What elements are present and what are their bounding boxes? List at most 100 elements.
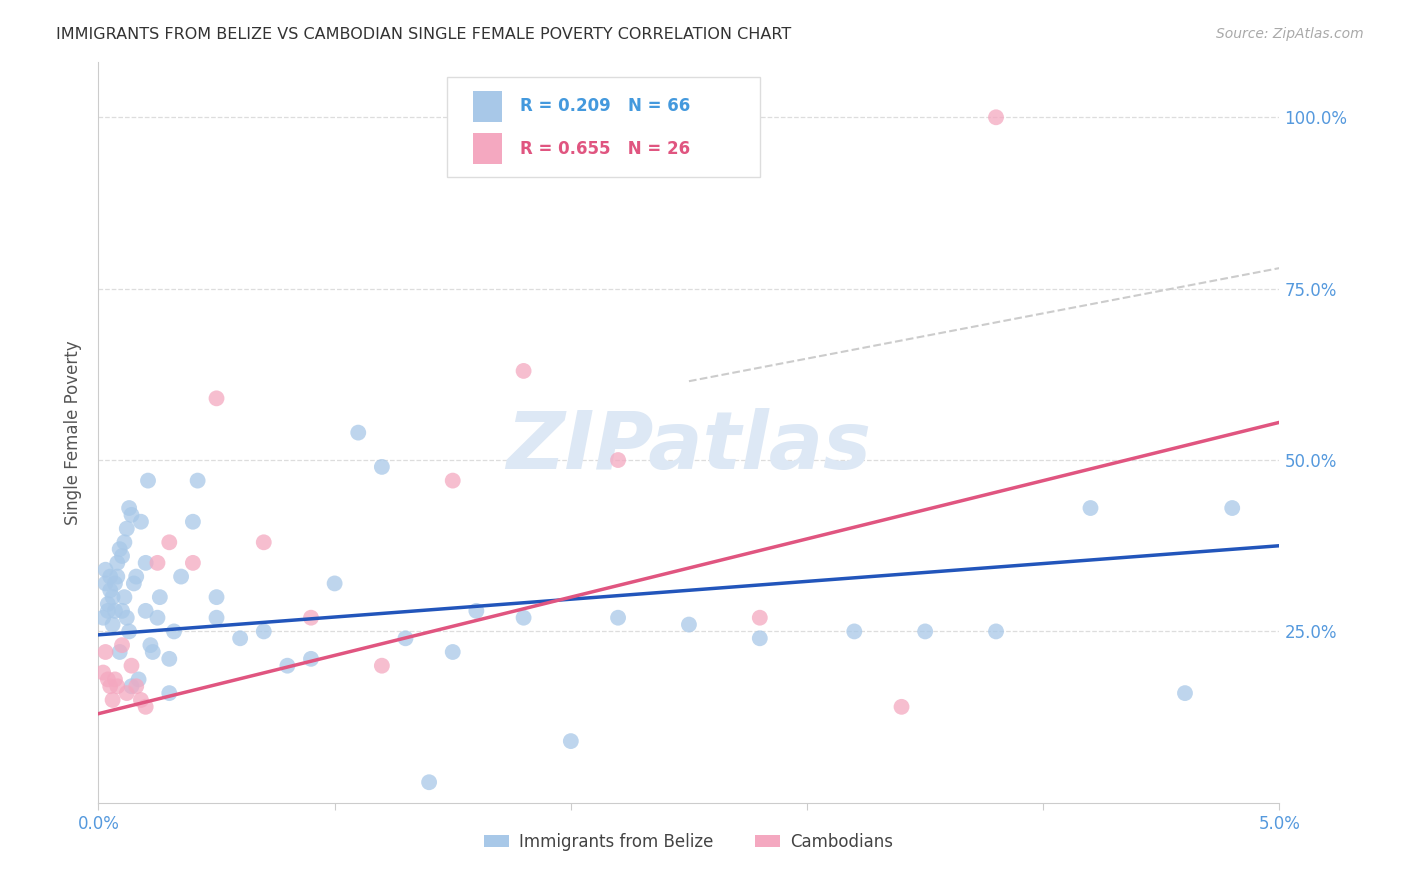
- Point: [205, 610, 228, 624]
- Point: [347, 425, 370, 440]
- Point: [128, 673, 150, 687]
- Text: R = 0.209   N = 66: R = 0.209 N = 66: [520, 97, 690, 115]
- Point: [205, 392, 228, 406]
- Point: [94, 576, 117, 591]
- Point: [108, 542, 131, 557]
- Point: [181, 556, 204, 570]
- Point: [1080, 501, 1102, 516]
- Point: [253, 624, 276, 639]
- Point: [157, 535, 180, 549]
- Point: [1174, 686, 1197, 700]
- Point: [104, 673, 127, 687]
- Point: [136, 474, 159, 488]
- Point: [157, 652, 180, 666]
- Point: [105, 679, 128, 693]
- Point: [170, 569, 193, 583]
- Point: [115, 610, 138, 624]
- Point: [121, 679, 143, 693]
- Point: [323, 576, 346, 591]
- Point: [371, 459, 394, 474]
- Point: [129, 693, 152, 707]
- Point: [111, 604, 134, 618]
- Point: [914, 624, 936, 639]
- Point: [104, 576, 127, 591]
- Point: [121, 658, 143, 673]
- Point: [108, 645, 131, 659]
- Text: R = 0.655   N = 26: R = 0.655 N = 26: [520, 140, 690, 158]
- Point: [844, 624, 866, 639]
- Point: [181, 515, 204, 529]
- Point: [112, 535, 135, 549]
- Point: [890, 699, 912, 714]
- Point: [560, 734, 582, 748]
- Bar: [472, 91, 502, 122]
- Point: [135, 699, 157, 714]
- Point: [98, 583, 121, 598]
- Point: [125, 569, 148, 583]
- Point: [146, 556, 169, 570]
- Text: ZIPatlas: ZIPatlas: [506, 409, 872, 486]
- Point: [97, 597, 120, 611]
- Point: [678, 617, 700, 632]
- Point: [135, 556, 157, 570]
- Point: [371, 658, 394, 673]
- Point: [748, 610, 770, 624]
- Bar: [472, 134, 502, 164]
- Point: [512, 364, 534, 378]
- Point: [111, 549, 134, 563]
- Point: [115, 686, 138, 700]
- Point: [299, 652, 322, 666]
- Point: [91, 610, 114, 624]
- FancyBboxPatch shape: [447, 78, 759, 178]
- Point: [229, 632, 252, 646]
- Point: [115, 522, 138, 536]
- Point: [112, 590, 135, 604]
- Point: [984, 110, 1007, 124]
- Point: [94, 563, 117, 577]
- Text: Source: ZipAtlas.com: Source: ZipAtlas.com: [1216, 27, 1364, 41]
- Point: [748, 632, 770, 646]
- Y-axis label: Single Female Poverty: Single Female Poverty: [65, 341, 83, 524]
- Point: [118, 501, 141, 516]
- Point: [98, 569, 121, 583]
- Point: [607, 610, 630, 624]
- Point: [104, 604, 127, 618]
- Point: [142, 645, 165, 659]
- Point: [97, 673, 120, 687]
- Point: [135, 604, 157, 618]
- Point: [111, 638, 134, 652]
- Point: [118, 624, 141, 639]
- Point: [105, 569, 128, 583]
- Point: [607, 453, 630, 467]
- Point: [101, 617, 124, 632]
- Point: [253, 535, 276, 549]
- Point: [441, 645, 464, 659]
- Point: [1220, 501, 1243, 516]
- Point: [98, 679, 121, 693]
- Point: [299, 610, 322, 624]
- Point: [94, 645, 117, 659]
- Point: [97, 604, 120, 618]
- Point: [512, 610, 534, 624]
- Point: [139, 638, 162, 652]
- Point: [187, 474, 209, 488]
- Point: [146, 610, 169, 624]
- Point: [125, 679, 148, 693]
- Point: [205, 590, 228, 604]
- Point: [441, 474, 464, 488]
- Point: [465, 604, 488, 618]
- Point: [149, 590, 172, 604]
- Point: [276, 658, 298, 673]
- Point: [129, 515, 152, 529]
- Point: [122, 576, 145, 591]
- Point: [101, 693, 124, 707]
- Point: [121, 508, 143, 522]
- Text: IMMIGRANTS FROM BELIZE VS CAMBODIAN SINGLE FEMALE POVERTY CORRELATION CHART: IMMIGRANTS FROM BELIZE VS CAMBODIAN SING…: [56, 27, 792, 42]
- Point: [394, 632, 416, 646]
- Point: [157, 686, 180, 700]
- Point: [91, 665, 114, 680]
- Point: [101, 590, 124, 604]
- Point: [163, 624, 186, 639]
- Point: [418, 775, 440, 789]
- Legend: Immigrants from Belize, Cambodians: Immigrants from Belize, Cambodians: [478, 826, 900, 857]
